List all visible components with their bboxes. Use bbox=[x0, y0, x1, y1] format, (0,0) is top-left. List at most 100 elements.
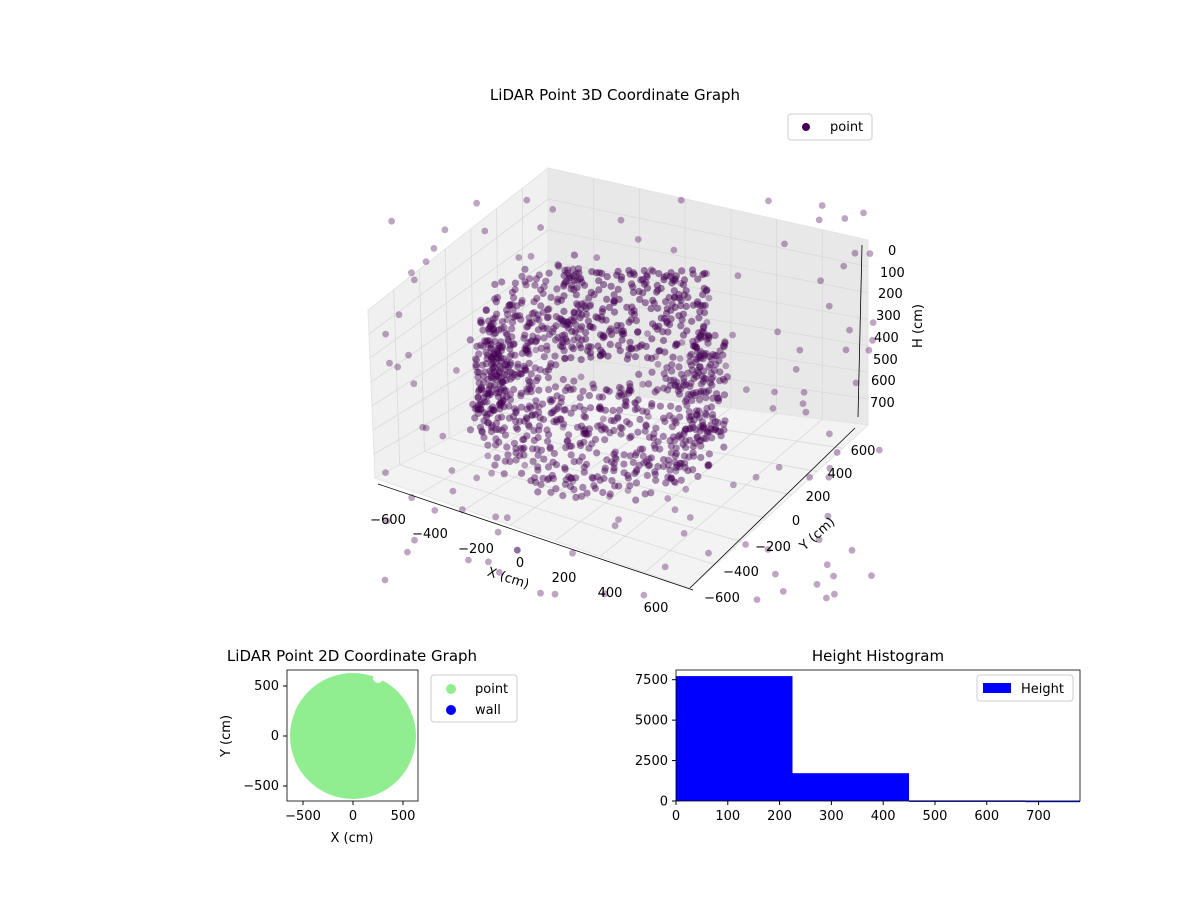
point-marker bbox=[676, 413, 684, 421]
grid-line bbox=[599, 413, 777, 557]
point-marker bbox=[489, 350, 498, 359]
point-marker bbox=[549, 206, 557, 213]
point-cloud-gap bbox=[373, 673, 383, 683]
point-marker bbox=[710, 426, 718, 434]
point-marker bbox=[477, 316, 485, 324]
point-marker bbox=[564, 318, 572, 326]
point-marker bbox=[823, 561, 831, 569]
point-marker bbox=[487, 428, 496, 436]
point-marker bbox=[602, 316, 610, 324]
point-marker bbox=[713, 390, 721, 398]
grid-line bbox=[644, 418, 823, 573]
point-marker bbox=[677, 434, 685, 442]
point-marker bbox=[497, 401, 505, 409]
point-marker bbox=[475, 386, 484, 394]
point-marker bbox=[561, 464, 569, 472]
point-marker bbox=[490, 330, 498, 338]
point-marker bbox=[616, 423, 625, 431]
point-marker bbox=[526, 320, 534, 328]
point-marker bbox=[671, 275, 680, 283]
x-tick-label: 0 bbox=[516, 556, 524, 571]
point-marker bbox=[537, 344, 545, 352]
point-marker bbox=[618, 424, 626, 432]
point-marker bbox=[593, 473, 602, 481]
point-marker bbox=[545, 431, 553, 439]
point-marker bbox=[516, 417, 524, 425]
point-marker bbox=[647, 489, 655, 497]
point-marker bbox=[601, 406, 610, 414]
point-marker bbox=[742, 541, 749, 548]
point-marker bbox=[708, 355, 716, 363]
point-marker bbox=[695, 413, 704, 421]
point-marker bbox=[503, 310, 512, 318]
point-marker bbox=[511, 285, 519, 294]
point-marker bbox=[558, 394, 566, 402]
point-marker bbox=[714, 418, 722, 426]
point-marker bbox=[606, 493, 613, 500]
point-marker bbox=[587, 353, 595, 361]
point-marker bbox=[514, 373, 521, 381]
point-marker bbox=[567, 354, 575, 362]
point-marker bbox=[600, 474, 608, 483]
x-axis-label: X (cm) bbox=[331, 831, 374, 846]
point-marker bbox=[473, 199, 480, 207]
point-marker bbox=[491, 461, 499, 469]
legend-2d-label: point bbox=[475, 682, 508, 697]
point-marker bbox=[686, 436, 694, 444]
legend-point-marker bbox=[802, 123, 810, 131]
point-marker bbox=[540, 455, 548, 463]
point-marker bbox=[480, 379, 488, 387]
point-marker bbox=[633, 466, 641, 474]
point-marker bbox=[653, 386, 662, 394]
point-marker bbox=[708, 381, 716, 389]
point-marker bbox=[530, 427, 538, 435]
point-marker bbox=[632, 399, 639, 407]
point-marker bbox=[474, 373, 482, 381]
point-marker bbox=[591, 484, 600, 493]
point-marker bbox=[607, 416, 615, 425]
point-marker bbox=[382, 469, 389, 476]
point-marker bbox=[565, 274, 573, 282]
point-marker bbox=[538, 400, 547, 408]
point-marker bbox=[519, 436, 527, 444]
point-marker bbox=[817, 277, 824, 285]
point-marker bbox=[660, 456, 668, 464]
point-marker bbox=[831, 590, 838, 598]
grid-line bbox=[547, 229, 869, 294]
point-marker bbox=[651, 468, 659, 476]
point-marker bbox=[617, 216, 625, 224]
point-marker bbox=[677, 302, 685, 310]
point-marker bbox=[492, 513, 500, 521]
point-marker bbox=[535, 408, 543, 416]
point-marker bbox=[480, 393, 488, 402]
point-marker bbox=[479, 342, 487, 350]
point-marker bbox=[508, 351, 516, 358]
point-marker bbox=[480, 433, 488, 442]
point-marker bbox=[502, 376, 510, 384]
point-marker bbox=[615, 392, 623, 400]
z-tick-label: 700 bbox=[870, 396, 895, 411]
point-marker bbox=[823, 594, 830, 602]
point-marker bbox=[615, 516, 622, 523]
point-marker bbox=[689, 424, 697, 432]
point-marker bbox=[614, 285, 622, 293]
point-marker bbox=[580, 429, 588, 438]
point-marker bbox=[594, 422, 602, 430]
point-marker bbox=[607, 282, 615, 290]
point-marker bbox=[487, 388, 495, 396]
x-tick-label: 100 bbox=[715, 809, 740, 824]
point-marker bbox=[660, 384, 668, 392]
point-marker bbox=[480, 417, 488, 425]
point-marker bbox=[540, 325, 548, 333]
point-marker bbox=[687, 361, 696, 369]
point-marker bbox=[513, 546, 521, 554]
grid-line bbox=[473, 424, 792, 496]
point-marker bbox=[673, 378, 681, 386]
point-marker bbox=[703, 388, 711, 396]
point-marker bbox=[585, 392, 594, 400]
point-marker bbox=[687, 391, 695, 399]
point-marker bbox=[517, 403, 526, 411]
point-marker bbox=[672, 444, 680, 452]
point-marker bbox=[486, 323, 494, 331]
grid-line bbox=[547, 291, 869, 347]
